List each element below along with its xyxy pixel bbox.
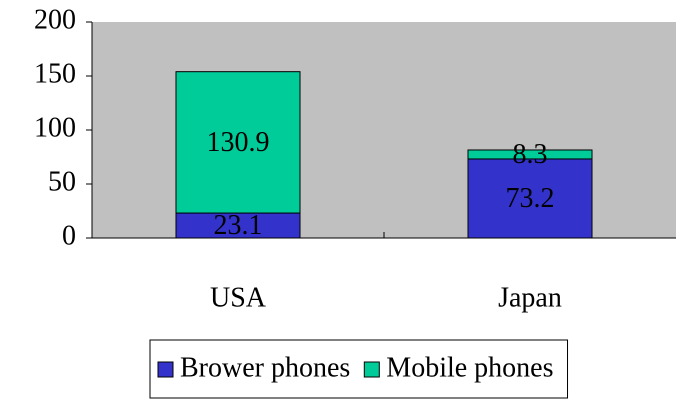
- y-tick-label: 150: [34, 58, 76, 89]
- legend-box: [149, 339, 569, 399]
- legend-label: Mobile phones: [386, 352, 553, 383]
- y-tick-label: 50: [48, 166, 76, 197]
- data-label: 73.2: [506, 183, 555, 214]
- x-tick-label: Japan: [498, 282, 562, 313]
- legend-label: Brower phones: [180, 352, 350, 383]
- y-tick-label: 0: [62, 220, 76, 251]
- y-tick-label: 200: [34, 4, 76, 35]
- data-label: 23.1: [214, 210, 263, 241]
- data-label: 130.9: [207, 127, 270, 158]
- legend-swatch: [157, 361, 174, 378]
- bar-segment: [467, 158, 593, 239]
- x-tick-label: USA: [210, 282, 267, 313]
- bar-segment: [175, 71, 301, 214]
- legend-swatch: [363, 361, 380, 378]
- y-tick-label: 100: [34, 112, 76, 143]
- data-label: 8.3: [513, 139, 548, 170]
- bar-segment: [467, 149, 593, 160]
- bar-segment: [175, 212, 301, 239]
